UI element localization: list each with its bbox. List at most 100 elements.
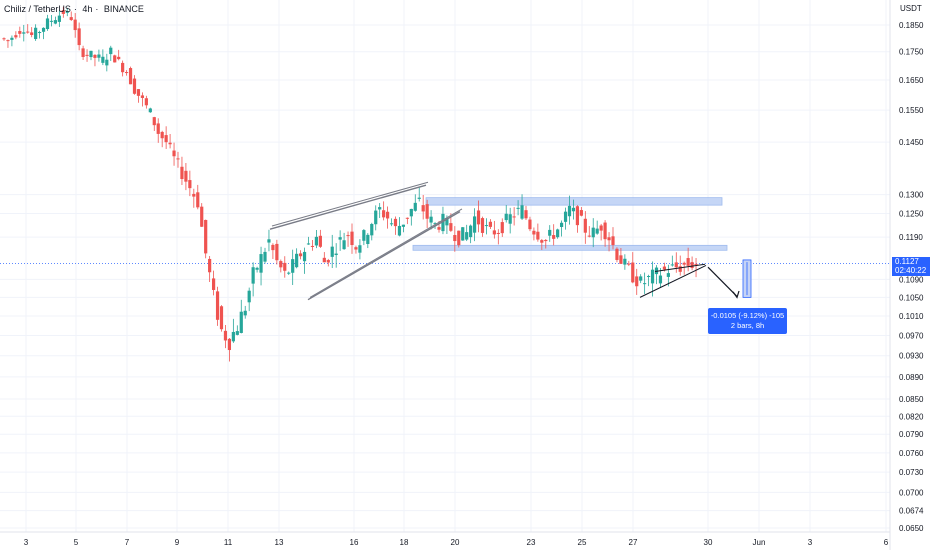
date-tick-label: 13: [275, 538, 284, 547]
price-tick-label: 0.0890: [899, 373, 924, 382]
candle-body: [18, 31, 22, 34]
candle-body: [105, 59, 109, 66]
candle-body: [461, 227, 465, 241]
candle-body: [219, 306, 224, 330]
candle-body: [694, 263, 698, 265]
candle-body: [223, 330, 228, 341]
candle-body: [611, 236, 615, 246]
price-tick-label: 0.1750: [899, 48, 924, 57]
date-tick-label: 6: [884, 538, 889, 547]
candle-body: [635, 276, 639, 287]
candle-body: [314, 236, 319, 246]
candle-body: [544, 239, 548, 242]
price-tick-label: 0.1550: [899, 106, 924, 115]
candle-body: [263, 251, 267, 262]
candle-body: [579, 210, 583, 216]
candle-body: [627, 263, 631, 265]
candle-body: [196, 192, 200, 208]
candle-body: [295, 253, 299, 268]
candle-body: [291, 259, 295, 273]
wedge-upper-line: [654, 263, 706, 273]
candle-body: [686, 258, 690, 266]
candle-body: [385, 211, 390, 219]
candle-body: [488, 221, 493, 227]
candle-body: [413, 202, 417, 211]
candle-body: [326, 260, 330, 263]
candle-body: [389, 223, 394, 225]
candle-body: [453, 235, 457, 242]
price-tick-label: 0.1190: [899, 233, 923, 242]
candle-body: [302, 251, 307, 262]
date-tick-label: 18: [400, 538, 409, 547]
candle-body: [160, 131, 164, 139]
candle-body: [457, 230, 461, 246]
candle-body: [631, 262, 635, 283]
date-tick-label: 23: [527, 538, 536, 547]
candle-body: [520, 205, 524, 219]
candle-body: [393, 218, 398, 227]
date-tick-label: 20: [451, 538, 460, 547]
candle-body: [275, 243, 279, 261]
candle-body: [255, 267, 259, 270]
candle-body: [532, 230, 536, 235]
candle-body: [172, 150, 176, 157]
date-tick-label: 5: [74, 538, 79, 547]
current-price-badge: 0.1127 02:40:22: [892, 257, 930, 276]
candle-body: [34, 27, 38, 40]
date-tick-label: 9: [175, 538, 180, 547]
candle-body: [243, 310, 247, 316]
candle-body: [204, 219, 208, 254]
candle-body: [646, 276, 651, 278]
candle-body: [306, 243, 311, 245]
candle-body: [93, 54, 97, 58]
candle-body: [6, 40, 10, 42]
candle-body: [496, 232, 500, 234]
candle-body: [136, 89, 141, 96]
candle-body: [421, 205, 425, 212]
channel-upper-line: [269, 184, 427, 230]
candle-body: [184, 170, 188, 182]
candle-body: [113, 55, 117, 63]
candle-body: [22, 32, 26, 34]
channel-upper-line-2: [271, 181, 429, 227]
price-tick-label: 0.0850: [899, 395, 924, 404]
measure-bars: 2 bars, 8h: [730, 321, 765, 330]
candle-body: [235, 331, 239, 335]
candle-body: [239, 311, 243, 333]
candle-body: [563, 211, 568, 222]
candle-body: [362, 230, 366, 241]
candle-body: [678, 266, 682, 272]
date-tick-label: 3: [24, 538, 29, 547]
candle-body: [342, 240, 346, 250]
candle-body: [180, 166, 184, 180]
candle-body: [338, 237, 342, 240]
candle-body: [318, 235, 322, 247]
candle-body: [259, 254, 263, 273]
candle-body: [528, 219, 532, 230]
price-tick-label: 0.1050: [899, 293, 924, 302]
candle-body: [366, 234, 370, 244]
candle-body: [492, 230, 496, 235]
candle-body: [247, 290, 251, 303]
candle-body: [41, 27, 46, 32]
candle-body: [382, 210, 386, 218]
candle-body: [10, 37, 14, 40]
candle-body: [575, 206, 580, 226]
candle-body: [662, 266, 667, 270]
chart-title: Chiliz / TetherUS · 4h · BINANCE: [4, 4, 144, 14]
projection-arrow-line: [707, 266, 738, 297]
candle-body: [188, 180, 192, 189]
candle-body: [548, 229, 552, 236]
candle-body: [109, 47, 113, 55]
candle-body: [53, 20, 58, 24]
candle-body: [472, 216, 477, 233]
candle-body: [330, 246, 334, 257]
candle-body: [409, 208, 413, 217]
resistance-zone: [425, 197, 723, 206]
candle-body: [156, 123, 160, 134]
candle-body: [65, 11, 69, 13]
price-tick-label: 0.1850: [899, 21, 924, 30]
candle-body: [567, 205, 572, 217]
candle-body: [401, 224, 406, 227]
